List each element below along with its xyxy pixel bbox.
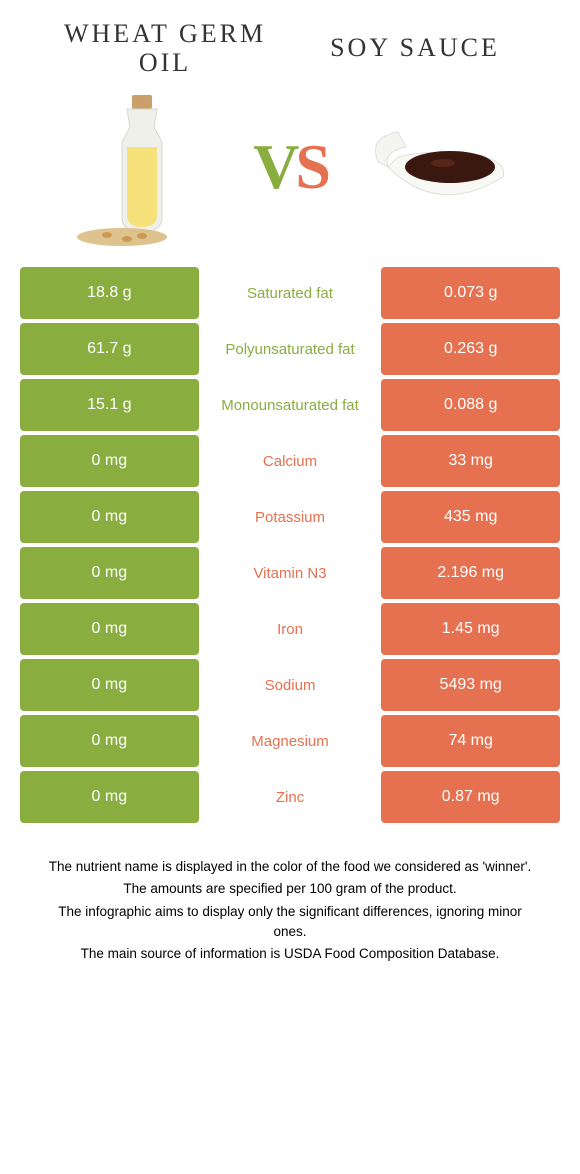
left-value-cell: 0 mg <box>20 435 199 487</box>
left-value-cell: 0 mg <box>20 491 199 543</box>
table-row: 15.1 gMonounsaturated fat0.088 g <box>20 379 560 431</box>
vs-v: V <box>253 131 295 202</box>
nutrient-label: Calcium <box>201 435 380 487</box>
nutrient-label: Iron <box>201 603 380 655</box>
nutrient-label: Potassium <box>201 491 380 543</box>
right-value-cell: 2.196 mg <box>381 547 560 599</box>
right-food-image <box>327 87 550 247</box>
left-value-cell: 0 mg <box>20 547 199 599</box>
table-row: 0 mgMagnesium74 mg <box>20 715 560 767</box>
vs-label: VS <box>253 130 327 204</box>
table-row: 0 mgVitamin N32.196 mg <box>20 547 560 599</box>
nutrient-label: Polyunsaturated fat <box>201 323 380 375</box>
images-row: VS <box>0 77 580 267</box>
footnotes: The nutrient name is displayed in the co… <box>0 827 580 964</box>
left-value-cell: 0 mg <box>20 659 199 711</box>
left-value-cell: 0 mg <box>20 715 199 767</box>
table-row: 0 mgPotassium435 mg <box>20 491 560 543</box>
nutrient-label: Monounsaturated fat <box>201 379 380 431</box>
left-value-cell: 18.8 g <box>20 267 199 319</box>
footnote-line: The infographic aims to display only the… <box>40 902 540 943</box>
nutrient-label: Sodium <box>201 659 380 711</box>
table-row: 0 mgCalcium33 mg <box>20 435 560 487</box>
left-value-cell: 0 mg <box>20 771 199 823</box>
nutrient-label: Zinc <box>201 771 380 823</box>
nutrient-label: Magnesium <box>201 715 380 767</box>
right-value-cell: 33 mg <box>381 435 560 487</box>
table-row: 0 mgIron1.45 mg <box>20 603 560 655</box>
right-value-cell: 0.263 g <box>381 323 560 375</box>
left-value-cell: 15.1 g <box>20 379 199 431</box>
footnote-line: The main source of information is USDA F… <box>40 944 540 964</box>
wheat-germ-oil-icon <box>72 87 212 247</box>
table-row: 0 mgSodium5493 mg <box>20 659 560 711</box>
right-value-cell: 435 mg <box>381 491 560 543</box>
table-row: 0 mgZinc0.87 mg <box>20 771 560 823</box>
left-value-cell: 61.7 g <box>20 323 199 375</box>
right-value-cell: 0.073 g <box>381 267 560 319</box>
soy-sauce-icon <box>358 107 518 227</box>
right-value-cell: 74 mg <box>381 715 560 767</box>
left-value-cell: 0 mg <box>20 603 199 655</box>
table-row: 61.7 gPolyunsaturated fat0.263 g <box>20 323 560 375</box>
vs-s: S <box>295 131 327 202</box>
right-food-title: SOY SAUCE <box>290 34 540 63</box>
footnote-line: The nutrient name is displayed in the co… <box>40 857 540 877</box>
nutrition-table: 18.8 gSaturated fat0.073 g61.7 gPolyunsa… <box>0 267 580 823</box>
right-value-cell: 5493 mg <box>381 659 560 711</box>
left-food-title: WHEAT GERM OIL <box>40 20 290 77</box>
nutrient-label: Saturated fat <box>201 267 380 319</box>
left-food-image <box>30 87 253 247</box>
nutrient-label: Vitamin N3 <box>201 547 380 599</box>
right-value-cell: 0.87 mg <box>381 771 560 823</box>
footnote-line: The amounts are specified per 100 gram o… <box>40 879 540 899</box>
table-row: 18.8 gSaturated fat0.073 g <box>20 267 560 319</box>
right-value-cell: 1.45 mg <box>381 603 560 655</box>
right-value-cell: 0.088 g <box>381 379 560 431</box>
header: WHEAT GERM OIL SOY SAUCE <box>0 0 580 77</box>
